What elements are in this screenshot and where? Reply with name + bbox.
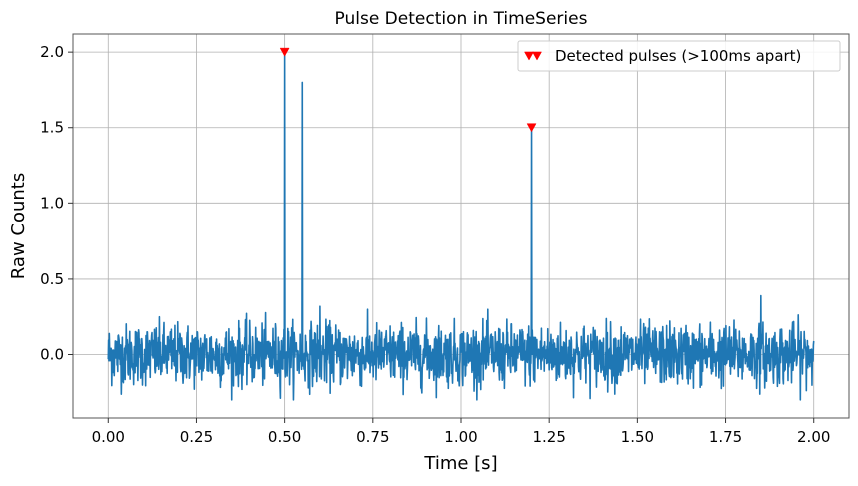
legend-marker-icon [524,51,542,61]
x-tick-label: 2.00 [797,428,830,446]
y-tick-label: 1.0 [40,194,64,212]
x-tick-label: 0.75 [356,428,389,446]
timeseries-line [107,51,815,401]
legend-triangle-icon [524,51,534,61]
y-tick-label: 0.5 [40,270,64,288]
y-axis: 0.0 0.5 1.0 1.5 2.0 [40,43,73,364]
legend-box [517,40,841,72]
y-axis-label: Raw Counts [8,173,29,279]
pulse-marker [526,123,537,133]
x-axis: 0.00 0.25 0.50 0.75 1.00 1.25 1.50 1.75 2.00 [92,418,830,446]
x-tick-label: 1.75 [709,428,742,446]
y-tick-label: 0.0 [40,346,64,364]
pulse-marker [279,47,290,57]
x-tick-label: 0.25 [180,428,213,446]
legend-triangle-icon [532,51,542,61]
x-tick-label: 0.50 [268,428,301,446]
y-tick-label: 1.5 [40,119,64,137]
x-tick-label: 1.25 [532,428,565,446]
legend-label: Detected pulses (>100ms apart) [555,47,801,65]
legend: Detected pulses (>100ms apart) [517,40,841,72]
x-tick-label: 0.00 [92,428,125,446]
chart-title: Pulse Detection in TimeSeries [335,9,588,29]
plot-area [107,47,815,401]
x-tick-label: 1.50 [621,428,654,446]
x-tick-label: 1.00 [444,428,477,446]
y-tick-label: 2.0 [40,43,64,61]
x-axis-label: Time [s] [423,453,497,474]
